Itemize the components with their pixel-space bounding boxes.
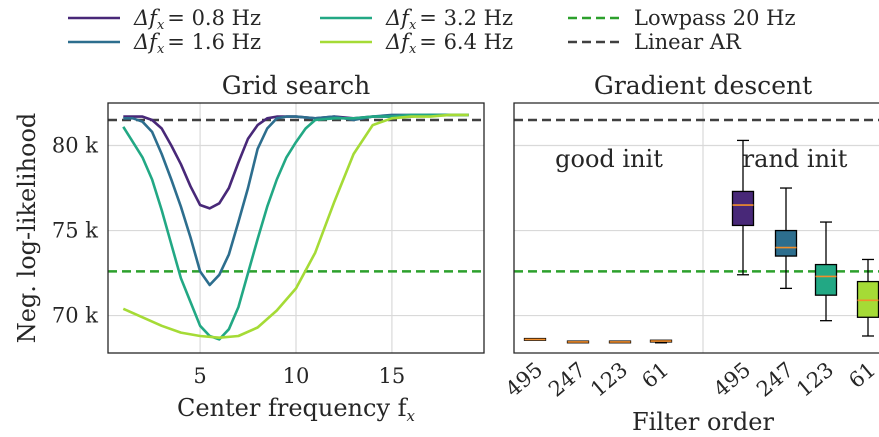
gradient-descent-reference-lines: [514, 118, 879, 273]
label-legend-2: Δfx = 3.2 Hz: [385, 6, 513, 33]
gradient-descent-title: Gradient descent: [594, 71, 812, 100]
x-tick-label: 247: [544, 357, 590, 401]
gradient-descent-group-labels: good init rand init: [555, 145, 848, 173]
grid-search-x-axis-label: Center frequency fx: [177, 394, 416, 425]
box-1: [566, 340, 590, 344]
label-value-legend-3: = 6.4 Hz: [419, 30, 513, 54]
label-main-legend-0: Δf: [133, 6, 160, 30]
y-tick-label: 80 k: [52, 134, 98, 158]
label-main-legend-1: Δf: [133, 30, 160, 54]
x-axis-label-sub: x: [407, 407, 416, 425]
label-value-legend-1: = 1.6 Hz: [167, 30, 261, 54]
box-0: [523, 337, 547, 341]
box-body: [774, 229, 798, 257]
x-tick-label: 495: [501, 357, 547, 401]
gradient-descent-panel: Gradient descent good init rand init 4952…: [501, 71, 879, 436]
box-2: [608, 340, 632, 344]
grid-search-title: Grid search: [222, 71, 370, 100]
gradient-descent-gridlines: [514, 103, 879, 353]
series-line-3: [122, 113, 469, 339]
y-axis-label: Neg. log-likelihood: [13, 113, 41, 344]
x-tick-label: 495: [709, 357, 755, 401]
grid-search-x-ticks: 5 10 15: [193, 364, 405, 388]
series-line-2: [122, 113, 469, 341]
label-sub-legend-2: x: [409, 18, 417, 33]
legend-label-4: Lowpass 20 Hz: [634, 6, 796, 30]
gradient-descent-frame: [513, 102, 879, 354]
legend-label-5: Linear AR: [634, 30, 742, 54]
rand-init-label: rand init: [743, 145, 848, 173]
grid-search-panel: Grid search 5 10 15 70 k 75 k 80 k Center fr…: [13, 71, 485, 425]
box-body: [731, 190, 755, 227]
label-sub-legend-0: x: [157, 18, 165, 33]
label-value-legend-0: = 0.8 Hz: [167, 6, 261, 30]
x-tick-label: 123: [586, 357, 632, 401]
gradient-descent-boxes: [523, 139, 879, 344]
grid-search-y-ticks: 70 k 75 k 80 k: [52, 134, 98, 328]
label-legend-0: Δfx = 0.8 Hz: [133, 6, 261, 33]
label-legend-3: Δfx = 6.4 Hz: [385, 30, 513, 57]
x-tick-label: 5: [193, 364, 206, 388]
label-main-legend-2: Δf: [385, 6, 412, 30]
x-axis-label-main: Center frequency f: [177, 394, 409, 422]
x-tick-label: 10: [283, 364, 310, 388]
box-3: [649, 339, 673, 344]
box-6: [814, 221, 838, 322]
box-4: [731, 139, 755, 276]
grid-search-reference-lines: [108, 118, 484, 273]
box-5: [774, 187, 798, 290]
grid-search-gridlines: [108, 103, 484, 353]
box-7: [856, 258, 879, 337]
x-tick-label: 61: [637, 357, 673, 393]
label-value-legend-2: = 3.2 Hz: [419, 6, 513, 30]
grid-search-series: [122, 113, 469, 341]
x-tick-label: 247: [752, 357, 798, 401]
x-tick-label: 15: [379, 364, 406, 388]
box-body: [856, 280, 879, 318]
box-body: [814, 263, 838, 296]
y-tick-label: 75 k: [52, 219, 98, 243]
x-tick-label: 123: [792, 357, 838, 401]
gradient-descent-x-axis-label: Filter order: [632, 408, 774, 436]
y-tick-label: 70 k: [52, 304, 98, 328]
grid-search-frame: [107, 102, 485, 354]
label-legend-1: Δfx = 1.6 Hz: [133, 30, 261, 57]
label-sub-legend-3: x: [409, 42, 417, 57]
good-init-label: good init: [555, 145, 663, 173]
x-tick-label: 61: [844, 357, 879, 393]
label-main-legend-3: Δf: [385, 30, 412, 54]
label-sub-legend-1: x: [157, 42, 165, 57]
